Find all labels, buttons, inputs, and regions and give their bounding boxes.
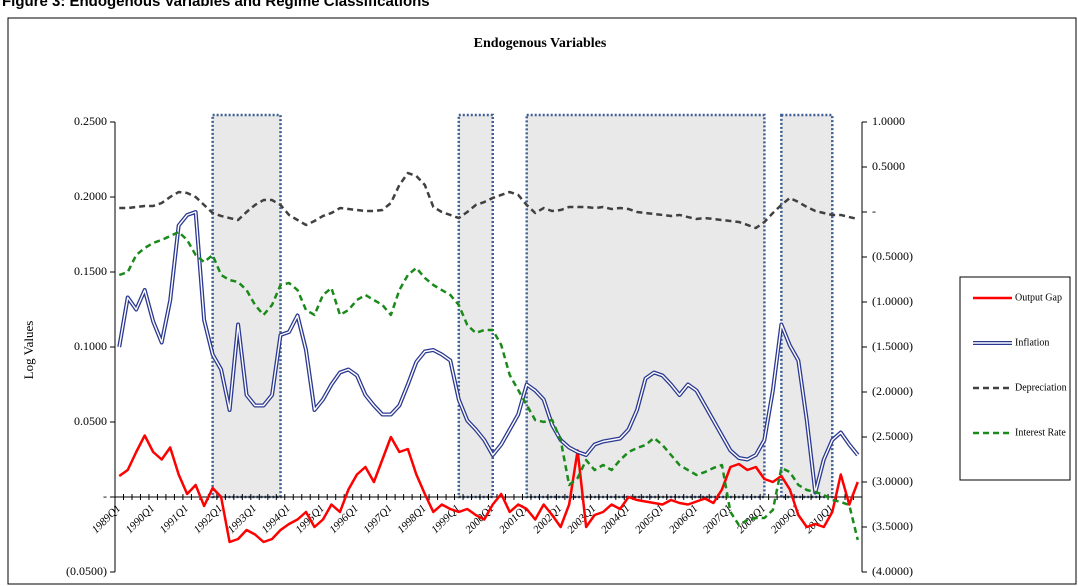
y2-tick-label: (4.0000) bbox=[872, 564, 913, 578]
legend-label: Depreciation bbox=[1015, 382, 1067, 393]
series-line bbox=[118, 230, 859, 541]
y2-tick-label: (1.0000) bbox=[872, 294, 913, 308]
legend-label: Output Gap bbox=[1015, 292, 1062, 303]
y2-tick-label: 1.0000 bbox=[872, 114, 905, 128]
y-tick-label: 0.0500 bbox=[74, 414, 107, 428]
legend-box bbox=[959, 276, 1071, 481]
y2-tick-label: (0.5000) bbox=[872, 249, 913, 263]
y2-tick-label: (3.5000) bbox=[872, 519, 913, 533]
y2-tick-label: (3.0000) bbox=[872, 474, 913, 488]
page-heading: Figure 3: Endogenous Variables and Regim… bbox=[2, 0, 430, 10]
y2-tick-label: (1.5000) bbox=[872, 339, 913, 353]
y-tick-label: 0.2500 bbox=[74, 114, 107, 128]
y-tick-label: (0.0500) bbox=[66, 564, 107, 578]
y-tick-label: 0.1500 bbox=[74, 264, 107, 278]
regime-box bbox=[525, 113, 766, 499]
y2-tick-label: 0.5000 bbox=[872, 159, 905, 173]
y-axis-label: Log Values bbox=[21, 321, 36, 380]
y2-tick-label: (2.0000) bbox=[872, 384, 913, 398]
regime-box bbox=[457, 113, 494, 499]
regime-box bbox=[211, 113, 282, 499]
series-line-inner bbox=[118, 211, 859, 494]
series-line bbox=[118, 434, 859, 544]
legend-label: Interest Rate bbox=[1015, 427, 1066, 438]
regime-box bbox=[780, 113, 834, 499]
legend-label: Inflation bbox=[1015, 337, 1049, 348]
y-tick-label: - bbox=[103, 489, 107, 503]
chart-title: Endogenous Variables bbox=[474, 36, 607, 51]
y-tick-label: 0.1000 bbox=[74, 339, 107, 353]
y-tick-label: 0.2000 bbox=[74, 189, 107, 203]
y2-tick-label: (2.5000) bbox=[872, 429, 913, 443]
y2-tick-label: - bbox=[872, 204, 876, 218]
